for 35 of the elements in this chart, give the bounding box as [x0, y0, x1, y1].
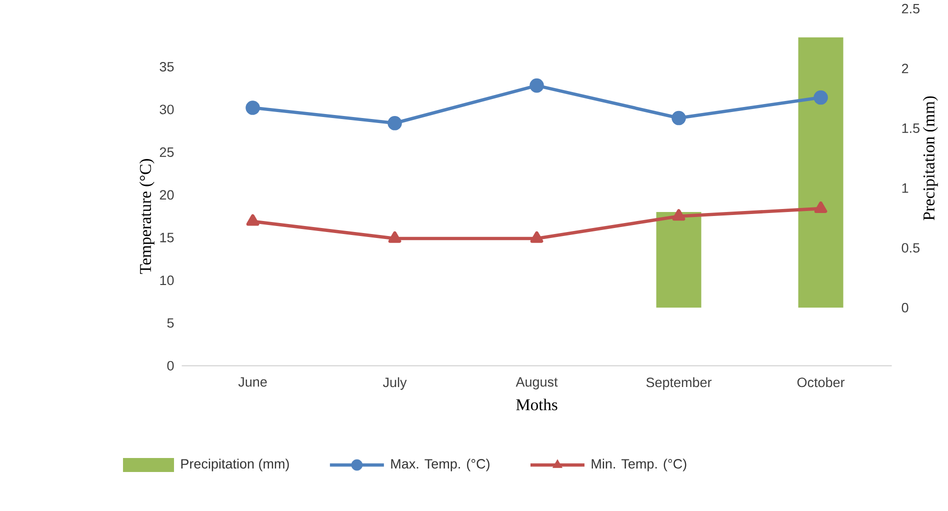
y2-tick-label: 2 [902, 64, 908, 74]
y-tick-label: 35 [160, 62, 174, 72]
y-tick-label: 30 [160, 104, 174, 114]
y-tick-label: 20 [160, 190, 174, 200]
y2-tick-label: 1 [902, 183, 908, 193]
point [388, 116, 402, 130]
y2-axis-title: Precipitation (mm) [922, 96, 938, 220]
y-tick-label: 0 [167, 360, 174, 371]
x-tick-label: October [797, 377, 845, 388]
legend-label: Min. Temp. (°C) [592, 458, 686, 472]
y2-tick-label: 1.5 [902, 124, 920, 133]
point [814, 90, 828, 105]
x-axis-title: Moths [516, 398, 558, 410]
legend-label: Precipitation (mm) [181, 458, 289, 472]
y-tick-label: 25 [160, 147, 174, 157]
point [672, 110, 686, 126]
x-tick-label: July [382, 377, 407, 390]
point [246, 100, 260, 115]
y-tick-label: 15 [160, 232, 174, 242]
y2-tick-label: 0.5 [902, 243, 920, 253]
y-tick-label: 10 [160, 276, 174, 286]
x-tick-label: August [516, 377, 558, 390]
point [672, 209, 686, 221]
y-tick-label: 5 [167, 318, 174, 328]
y-axis-title: Temperature (°C) [139, 159, 154, 274]
point [246, 214, 260, 226]
point [814, 201, 828, 213]
x-tick-label: September [646, 377, 712, 390]
point [530, 78, 544, 93]
y2-tick-label: 2.5 [902, 4, 920, 14]
point [530, 231, 544, 243]
point [388, 231, 402, 243]
y2-tick-label: 0 [902, 302, 908, 312]
x-tick-label: June [238, 377, 267, 387]
legend-label: Max. Temp. (°C) [391, 458, 490, 472]
